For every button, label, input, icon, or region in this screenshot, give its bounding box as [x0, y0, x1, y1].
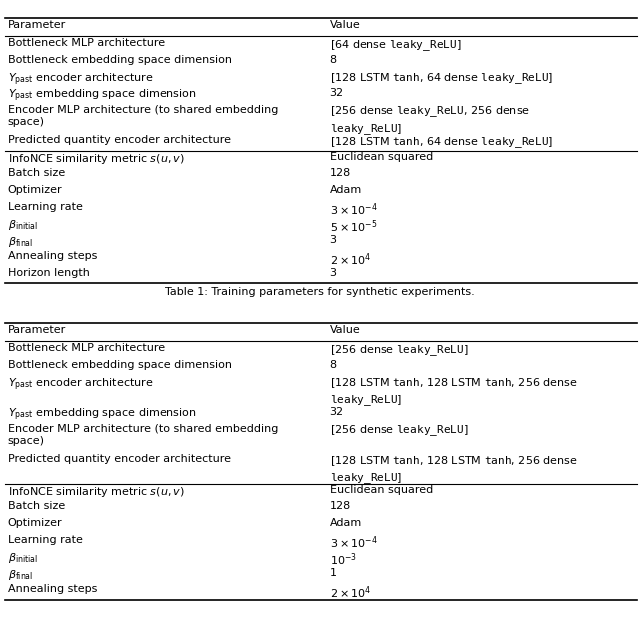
Text: Predicted quantity encoder architecture: Predicted quantity encoder architecture	[8, 454, 230, 464]
Text: 32: 32	[330, 407, 344, 417]
Text: Adam: Adam	[330, 518, 362, 528]
Text: $Y_\mathrm{past}$ embedding space dimension: $Y_\mathrm{past}$ embedding space dimens…	[8, 88, 196, 105]
Text: 8: 8	[330, 360, 337, 370]
Text: Bottleneck embedding space dimension: Bottleneck embedding space dimension	[8, 360, 232, 370]
Text: $\beta_\mathrm{initial}$: $\beta_\mathrm{initial}$	[8, 218, 38, 232]
Text: $\beta_\mathrm{final}$: $\beta_\mathrm{final}$	[8, 568, 33, 582]
Text: Annealing steps: Annealing steps	[8, 251, 97, 262]
Text: [128 LSTM $\mathtt{tanh}$, 64 dense $\mathtt{leaky\_ReLU}$]: [128 LSTM $\mathtt{tanh}$, 64 dense $\ma…	[330, 135, 553, 150]
Text: Bottleneck MLP architecture: Bottleneck MLP architecture	[8, 38, 165, 48]
Text: 32: 32	[330, 88, 344, 98]
Text: Learning rate: Learning rate	[8, 535, 83, 545]
Text: Parameter: Parameter	[8, 20, 66, 29]
Text: Adam: Adam	[330, 185, 362, 195]
Text: $\beta_\mathrm{final}$: $\beta_\mathrm{final}$	[8, 235, 33, 249]
Text: $2 \times 10^{4}$: $2 \times 10^{4}$	[330, 251, 371, 268]
Text: $\beta_\mathrm{initial}$: $\beta_\mathrm{initial}$	[8, 551, 38, 565]
Text: InfoNCE similarity metric $s(u, v)$: InfoNCE similarity metric $s(u, v)$	[8, 485, 184, 499]
Text: $Y_\mathrm{past}$ embedding space dimension: $Y_\mathrm{past}$ embedding space dimens…	[8, 407, 196, 424]
Text: Learning rate: Learning rate	[8, 202, 83, 212]
Text: $Y_\mathrm{past}$ encoder architecture: $Y_\mathrm{past}$ encoder architecture	[8, 71, 153, 88]
Text: [128 LSTM $\mathtt{tanh}$, 64 dense $\mathtt{leaky\_ReLU}$]: [128 LSTM $\mathtt{tanh}$, 64 dense $\ma…	[330, 71, 553, 86]
Text: $3 \times 10^{-4}$: $3 \times 10^{-4}$	[330, 202, 378, 218]
Text: $2 \times 10^{4}$: $2 \times 10^{4}$	[330, 584, 371, 601]
Text: Batch size: Batch size	[8, 168, 65, 179]
Text: Horizon length: Horizon length	[8, 268, 90, 278]
Text: [256 dense $\mathtt{leaky\_ReLU}$]: [256 dense $\mathtt{leaky\_ReLU}$]	[330, 343, 468, 358]
Text: Bottleneck embedding space dimension: Bottleneck embedding space dimension	[8, 55, 232, 65]
Text: Value: Value	[330, 325, 360, 334]
Text: Encoder MLP architecture (to shared embedding
space): Encoder MLP architecture (to shared embe…	[8, 424, 278, 446]
Text: Predicted quantity encoder architecture: Predicted quantity encoder architecture	[8, 135, 230, 145]
Text: $5 \times 10^{-5}$: $5 \times 10^{-5}$	[330, 218, 378, 235]
Text: 128: 128	[330, 501, 351, 512]
Text: Euclidean squared: Euclidean squared	[330, 152, 433, 162]
Text: 3: 3	[330, 268, 337, 278]
Text: Value: Value	[330, 20, 360, 29]
Text: $Y_\mathrm{past}$ encoder architecture: $Y_\mathrm{past}$ encoder architecture	[8, 376, 153, 393]
Text: [128 LSTM $\mathtt{tanh}$, 128 LSTM $\mathtt{tanh}$, 256 dense
$\mathtt{leaky\_R: [128 LSTM $\mathtt{tanh}$, 128 LSTM $\ma…	[330, 376, 577, 408]
Text: Optimizer: Optimizer	[8, 518, 62, 528]
Text: Bottleneck MLP architecture: Bottleneck MLP architecture	[8, 343, 165, 353]
Text: $10^{-3}$: $10^{-3}$	[330, 551, 356, 568]
Text: [256 dense $\mathtt{leaky\_ReLU}$, 256 dense
$\mathtt{leaky\_ReLU}$]: [256 dense $\mathtt{leaky\_ReLU}$, 256 d…	[330, 105, 530, 137]
Text: Annealing steps: Annealing steps	[8, 584, 97, 595]
Text: 8: 8	[330, 55, 337, 65]
Text: Batch size: Batch size	[8, 501, 65, 512]
Text: InfoNCE similarity metric $s(u, v)$: InfoNCE similarity metric $s(u, v)$	[8, 152, 184, 166]
Text: 3: 3	[330, 235, 337, 245]
Text: 1: 1	[330, 568, 337, 578]
Text: Parameter: Parameter	[8, 325, 66, 334]
Text: [128 LSTM $\mathtt{tanh}$, 128 LSTM $\mathtt{tanh}$, 256 dense
$\mathtt{leaky\_R: [128 LSTM $\mathtt{tanh}$, 128 LSTM $\ma…	[330, 454, 577, 486]
Text: [64 dense $\mathtt{leaky\_ReLU}$]: [64 dense $\mathtt{leaky\_ReLU}$]	[330, 38, 461, 53]
Text: [256 dense $\mathtt{leaky\_ReLU}$]: [256 dense $\mathtt{leaky\_ReLU}$]	[330, 424, 468, 438]
Text: 128: 128	[330, 168, 351, 179]
Text: Table 1: Training parameters for synthetic experiments.: Table 1: Training parameters for synthet…	[165, 287, 475, 297]
Text: Euclidean squared: Euclidean squared	[330, 485, 433, 495]
Text: Optimizer: Optimizer	[8, 185, 62, 195]
Text: $3 \times 10^{-4}$: $3 \times 10^{-4}$	[330, 535, 378, 551]
Text: Encoder MLP architecture (to shared embedding
space): Encoder MLP architecture (to shared embe…	[8, 105, 278, 127]
